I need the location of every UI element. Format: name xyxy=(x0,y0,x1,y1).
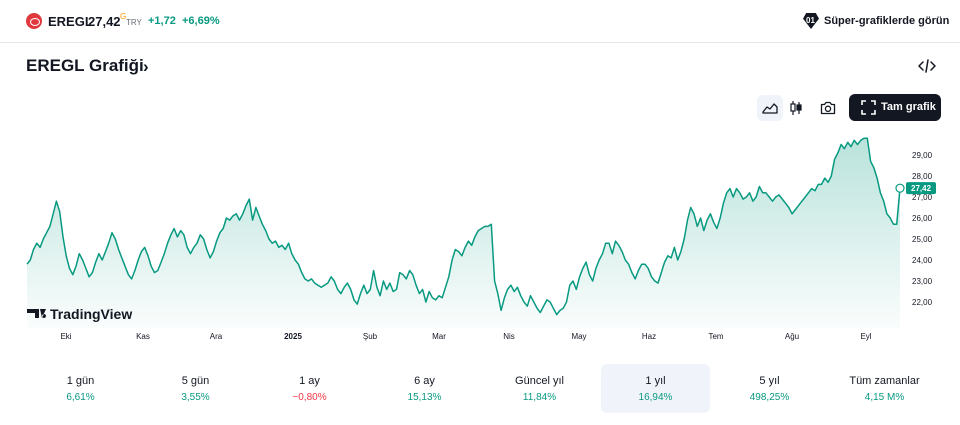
symbol-ticker[interactable]: EREGL xyxy=(48,14,93,29)
x-tick-label: Haz xyxy=(642,332,656,341)
x-tick-label: Tem xyxy=(708,332,723,341)
price-area-fill xyxy=(27,138,900,328)
chart-title[interactable]: EREGL Grafiği xyxy=(26,56,144,75)
period-7[interactable]: 5 yıl 498,25% xyxy=(715,364,824,413)
period-return: 4,15 M% xyxy=(864,392,905,403)
period-3[interactable]: 1 ay −0,80% xyxy=(255,364,364,413)
period-1[interactable]: 1 gün 6,61% xyxy=(26,364,135,413)
y-tick-label: 22,00 xyxy=(912,298,933,307)
screenshot-button[interactable] xyxy=(815,95,841,121)
last-point-marker xyxy=(895,183,905,193)
y-tick-label: 23,00 xyxy=(912,277,933,286)
x-tick-label: Ağu xyxy=(785,332,799,341)
x-tick-label: Eyl xyxy=(860,332,871,341)
price-change: +1,72 xyxy=(148,15,176,27)
chevron-right-icon[interactable]: › xyxy=(143,57,149,76)
last-price: 27,42 xyxy=(88,14,121,29)
period-label: 1 ay xyxy=(299,375,320,387)
fullscreen-icon xyxy=(861,100,876,115)
period-4[interactable]: 6 ay 15,13% xyxy=(370,364,479,413)
camera-icon xyxy=(820,101,836,115)
period-8[interactable]: Tüm zamanlar 4,15 M% xyxy=(830,364,939,413)
area-chart-button[interactable] xyxy=(757,95,783,121)
x-tick-label: Kas xyxy=(136,332,150,341)
performance-periods: 1 gün 6,61% 5 gün 3,55% 1 ay −0,80% 6 ay 15,13%… xyxy=(26,364,942,413)
last-price-badge xyxy=(906,182,936,195)
candlestick-icon xyxy=(790,101,802,115)
period-return: 11,84% xyxy=(522,392,557,403)
period-6[interactable]: 1 yıl 16,94% xyxy=(601,364,710,413)
period-return: 498,25% xyxy=(749,392,790,403)
symbol-header: EREGL 27,42 G TRY +1,72 +6,69% 01 Süper-… xyxy=(0,0,960,43)
y-tick-label: 26,00 xyxy=(912,214,933,223)
tradingview-logo-icon xyxy=(27,309,47,318)
period-return: 15,13% xyxy=(407,392,442,403)
y-tick-label: 27,00 xyxy=(912,193,933,202)
y-tick-label: 28,00 xyxy=(912,172,933,181)
period-label: Tüm zamanlar xyxy=(849,375,920,387)
candlestick-chart-button[interactable] xyxy=(783,95,809,121)
super-charts-link[interactable]: Süper-grafiklerde görün xyxy=(824,15,950,27)
price-chart[interactable]: 29,00 28,00 27,00 26,00 25,00 24,00 23,00 22,00… xyxy=(0,130,960,345)
x-tick-label: Ara xyxy=(210,332,223,341)
x-tick-label: Eki xyxy=(60,332,71,341)
y-tick-label: 29,00 xyxy=(912,151,933,160)
x-tick-label: Şub xyxy=(363,332,378,341)
period-label: 5 yıl xyxy=(759,375,780,387)
tradingview-watermark: TradingView xyxy=(27,306,132,322)
period-return: 16,94% xyxy=(638,392,673,403)
period-return: −0,80% xyxy=(292,392,327,403)
period-label: 1 yıl xyxy=(645,375,666,387)
price-line xyxy=(26,137,901,316)
fullscreen-label: Tam grafik xyxy=(881,101,936,113)
embed-code-icon[interactable] xyxy=(918,59,936,73)
period-return: 6,61% xyxy=(66,392,95,403)
period-2[interactable]: 5 gün 3,55% xyxy=(141,364,250,413)
watermark-text: TradingView xyxy=(50,306,132,322)
company-logo-icon xyxy=(26,13,42,29)
x-tick-label: Nis xyxy=(503,332,515,341)
last-price-badge-label: 27,42 xyxy=(911,184,932,193)
period-label: 6 ay xyxy=(414,375,435,387)
price-change-percent: +6,69% xyxy=(182,15,220,27)
fullscreen-chart-button[interactable]: Tam grafik xyxy=(849,94,941,121)
super-charts-icon[interactable]: 01 xyxy=(803,13,819,29)
period-5[interactable]: Güncel yıl 11,84% xyxy=(485,364,594,413)
period-label: 1 gün xyxy=(66,375,95,387)
y-tick-label: 24,00 xyxy=(912,256,933,265)
x-tick-label: May xyxy=(571,332,586,341)
period-return: 3,55% xyxy=(181,392,210,403)
x-tick-label: 2025 xyxy=(284,332,302,341)
price-delay-marker: G xyxy=(120,12,127,21)
area-chart-icon xyxy=(762,103,778,114)
period-label: 5 gün xyxy=(181,375,210,387)
currency-label: TRY xyxy=(126,18,142,27)
x-tick-label: Mar xyxy=(432,332,446,341)
y-tick-label: 25,00 xyxy=(912,235,933,244)
period-label: Güncel yıl xyxy=(515,375,564,387)
